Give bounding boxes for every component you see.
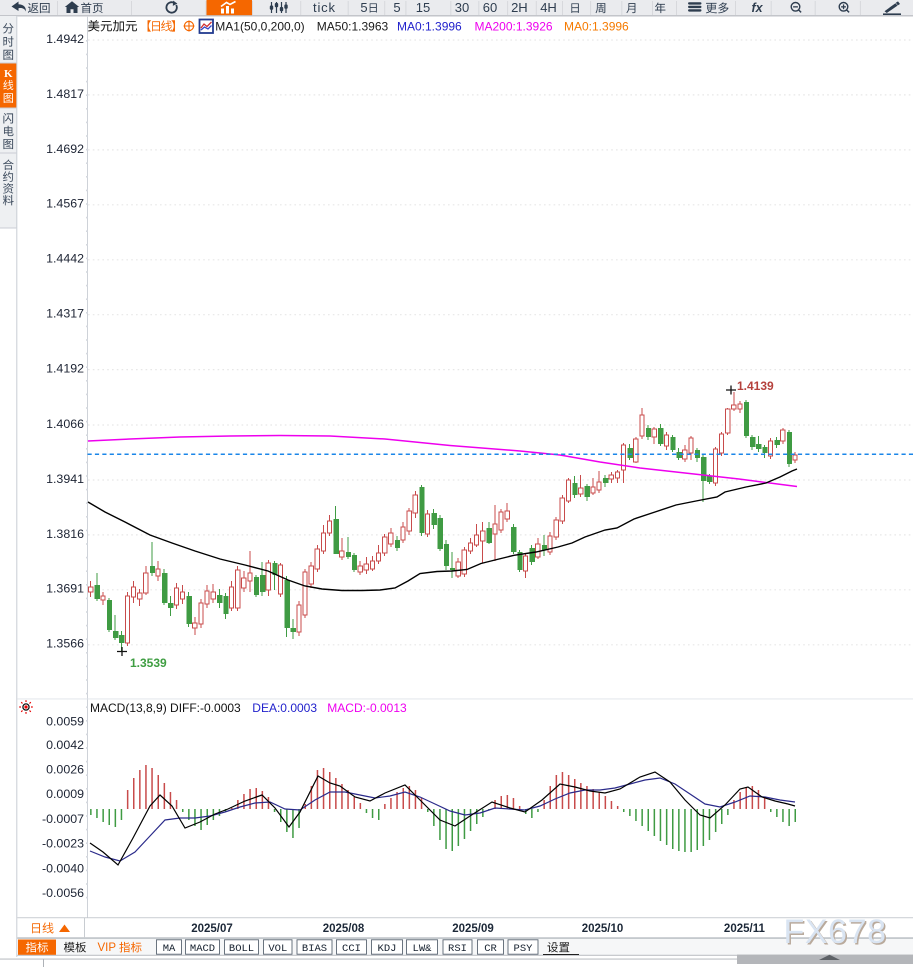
svg-text:LW&: LW& <box>413 943 433 955</box>
svg-text:1.3691: 1.3691 <box>46 582 84 596</box>
svg-text:1.3816: 1.3816 <box>46 527 84 541</box>
svg-text:VIP: VIP <box>98 942 117 954</box>
svg-text:1.3941: 1.3941 <box>46 472 84 486</box>
svg-text:1.4192: 1.4192 <box>46 362 84 376</box>
svg-text:2025/10: 2025/10 <box>582 923 624 935</box>
svg-text:VOL: VOL <box>268 943 287 955</box>
svg-text:0.0042: 0.0042 <box>46 738 84 752</box>
svg-text:-0.0023: -0.0023 <box>42 836 84 850</box>
svg-text:CR: CR <box>484 943 497 955</box>
svg-text:fx: fx <box>751 1 763 15</box>
svg-text:2025/08: 2025/08 <box>323 923 365 935</box>
svg-text:1.3566: 1.3566 <box>46 637 84 651</box>
svg-text:MA0:1.3996: MA0:1.3996 <box>564 20 629 34</box>
svg-text:1.4317: 1.4317 <box>46 307 84 321</box>
svg-text:MA200:1.3926: MA200:1.3926 <box>475 20 553 34</box>
svg-text:MA1(50,0,200,0): MA1(50,0,200,0) <box>215 20 304 34</box>
svg-text:-0.0056: -0.0056 <box>42 886 84 900</box>
svg-text:1.4066: 1.4066 <box>46 417 84 431</box>
svg-text:0.0026: 0.0026 <box>46 762 84 776</box>
svg-text:MACD:-0.0013: MACD:-0.0013 <box>327 701 407 715</box>
svg-text:1.4692: 1.4692 <box>46 142 84 156</box>
svg-text:2H: 2H <box>511 0 528 15</box>
svg-text:tick: tick <box>313 0 336 15</box>
svg-text:2025/11: 2025/11 <box>724 923 766 935</box>
svg-text:CCI: CCI <box>342 943 361 955</box>
svg-text:30: 30 <box>455 0 469 15</box>
svg-text:BIAS: BIAS <box>302 943 327 955</box>
svg-text:DEA:0.0003: DEA:0.0003 <box>252 701 317 715</box>
svg-text:1.4567: 1.4567 <box>46 197 84 211</box>
svg-text:60: 60 <box>483 0 497 15</box>
svg-text:MACD: MACD <box>190 943 215 955</box>
svg-text:1.3539: 1.3539 <box>130 656 167 670</box>
svg-text:FX678: FX678 <box>785 915 888 953</box>
svg-text:K: K <box>4 68 13 80</box>
svg-text:1.4139: 1.4139 <box>737 379 774 393</box>
svg-text:1.4942: 1.4942 <box>46 32 84 46</box>
svg-text:2025/07: 2025/07 <box>191 923 233 935</box>
svg-text:RSI: RSI <box>448 943 467 955</box>
svg-text:FX678: FX678 <box>784 913 887 951</box>
svg-text:5: 5 <box>360 0 367 15</box>
svg-text:1.4442: 1.4442 <box>46 252 84 266</box>
svg-text:KDJ: KDJ <box>378 943 397 955</box>
svg-text:15: 15 <box>416 0 430 15</box>
svg-text:1.4817: 1.4817 <box>46 87 84 101</box>
svg-text:-0.0007: -0.0007 <box>42 812 84 826</box>
svg-text:MACD(13,8,9) DIFF:-0.0003: MACD(13,8,9) DIFF:-0.0003 <box>90 701 241 715</box>
svg-text:2025/09: 2025/09 <box>452 923 494 935</box>
svg-text:PSY: PSY <box>514 943 534 955</box>
svg-text:-0.0040: -0.0040 <box>42 861 84 875</box>
svg-text:0.0059: 0.0059 <box>46 714 84 728</box>
svg-text:MA0:1.3996: MA0:1.3996 <box>397 20 462 34</box>
svg-text:MA: MA <box>163 943 176 955</box>
svg-text:MA50:1.3963: MA50:1.3963 <box>317 20 389 34</box>
svg-text:5: 5 <box>393 0 400 15</box>
svg-text:BOLL: BOLL <box>229 943 254 955</box>
svg-text:4H: 4H <box>540 0 557 15</box>
svg-text:0.0009: 0.0009 <box>46 787 84 801</box>
